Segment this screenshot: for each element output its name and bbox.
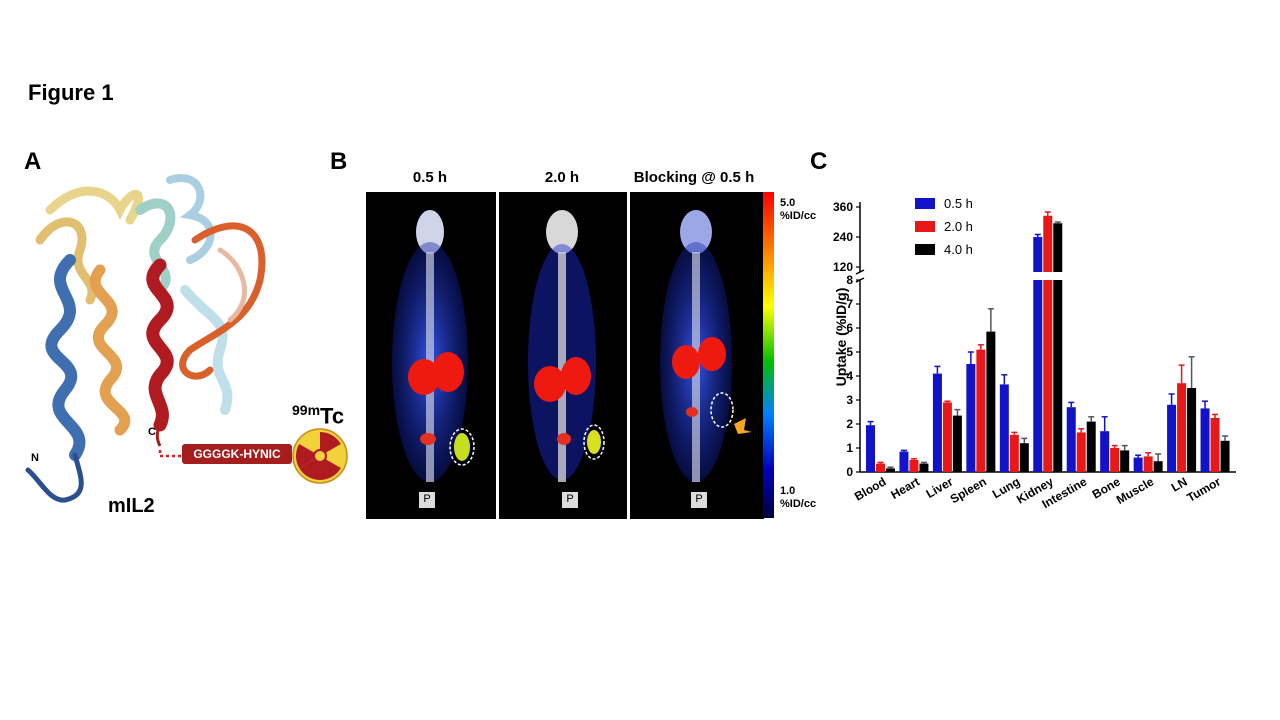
bar xyxy=(909,460,919,472)
color-scale-bar xyxy=(763,192,774,518)
bar xyxy=(1110,448,1120,472)
legend-label: 0.5 h xyxy=(944,196,973,211)
bar xyxy=(966,364,976,472)
bar xyxy=(976,349,986,472)
p-marker-1: P xyxy=(423,493,431,505)
y-tick-label: 1 xyxy=(846,441,853,455)
axis-break-mark xyxy=(855,269,865,275)
panel-b-letter: B xyxy=(330,148,348,175)
y-tick-label: 6 xyxy=(846,321,853,335)
y-tick-label: 360 xyxy=(833,200,853,214)
bar xyxy=(1220,440,1230,472)
category-label: Tumor xyxy=(1184,474,1223,505)
y-tick-label: 7 xyxy=(846,297,853,311)
isotope-mass: 99m xyxy=(292,402,321,418)
scale-min-label: 1.0 %ID/cc xyxy=(780,485,817,510)
bar xyxy=(1133,457,1143,472)
bar xyxy=(999,384,1009,472)
bar xyxy=(986,331,996,472)
bar xyxy=(1143,456,1153,472)
bar xyxy=(1009,434,1019,472)
category-label: Spleen xyxy=(948,474,989,506)
bar xyxy=(1033,280,1043,472)
category-label: Muscle xyxy=(1114,474,1157,507)
y-tick-label: 5 xyxy=(846,345,853,359)
y-tick-label: 0 xyxy=(846,465,853,479)
bar xyxy=(1086,421,1096,472)
bar xyxy=(1053,280,1063,472)
bar xyxy=(876,463,885,472)
category-label: LN xyxy=(1169,474,1190,494)
mouse-scan-3 xyxy=(660,210,752,508)
bar xyxy=(952,415,962,472)
isotope-symbol: Tc xyxy=(320,403,345,429)
panel-a-letter: A xyxy=(24,148,42,175)
legend-label: 4.0 h xyxy=(944,242,973,257)
bar xyxy=(1043,215,1053,272)
protein-structure-diagram xyxy=(25,174,348,503)
bar xyxy=(1210,418,1220,472)
y-tick-label: 240 xyxy=(833,230,853,244)
legend-swatch xyxy=(915,198,935,209)
legend-swatch xyxy=(915,244,935,255)
bar xyxy=(1019,443,1029,472)
timepoint-label-3: Blocking @ 0.5 h xyxy=(633,169,755,186)
bar xyxy=(1043,280,1053,472)
p-marker-2: P xyxy=(566,493,574,505)
panel-c-letter: C xyxy=(810,148,828,175)
bar xyxy=(1167,404,1177,472)
bar xyxy=(1177,383,1187,472)
bar xyxy=(1187,388,1197,472)
bar xyxy=(1153,461,1163,472)
y-tick-label: 8 xyxy=(846,273,853,287)
bar xyxy=(1100,431,1110,472)
bar xyxy=(899,451,909,472)
y-tick-label: 3 xyxy=(846,393,853,407)
spect-ct-images xyxy=(366,192,764,519)
category-label: Blood xyxy=(852,474,888,503)
bar xyxy=(942,402,952,472)
figure-title: Figure 1 xyxy=(28,80,114,105)
bar xyxy=(1033,237,1043,272)
category-label: Heart xyxy=(888,474,922,501)
bar xyxy=(886,468,895,472)
n-terminus-label: N xyxy=(31,452,39,464)
bar xyxy=(1066,407,1076,472)
legend-swatch xyxy=(915,221,935,232)
y-axis-label: Uptake (%ID/g) xyxy=(833,288,849,387)
y-tick-label: 4 xyxy=(846,369,853,383)
mouse-scan-2 xyxy=(528,210,605,508)
protein-label: mIL2 xyxy=(108,495,155,517)
mouse-scan-1 xyxy=(392,210,475,508)
p-marker-3: P xyxy=(695,493,703,505)
timepoint-label-2: 2.0 h xyxy=(544,169,580,186)
linker-box: GGGGK-HYNIC xyxy=(182,444,292,464)
bar xyxy=(866,425,875,472)
isotope-label: 99mTc xyxy=(292,402,344,429)
y-tick-label: 2 xyxy=(846,417,853,431)
bar xyxy=(1053,223,1063,272)
bar xyxy=(1120,450,1130,472)
scale-max-label: 5.0 %ID/cc xyxy=(780,197,817,222)
y-tick-label: 120 xyxy=(833,260,853,274)
c-terminus-label: C xyxy=(148,426,156,438)
bar xyxy=(919,463,929,472)
timepoint-label-1: 0.5 h xyxy=(412,169,448,186)
bar xyxy=(1076,432,1086,472)
bar xyxy=(1200,408,1210,472)
legend-label: 2.0 h xyxy=(944,219,973,234)
bar xyxy=(932,373,942,472)
